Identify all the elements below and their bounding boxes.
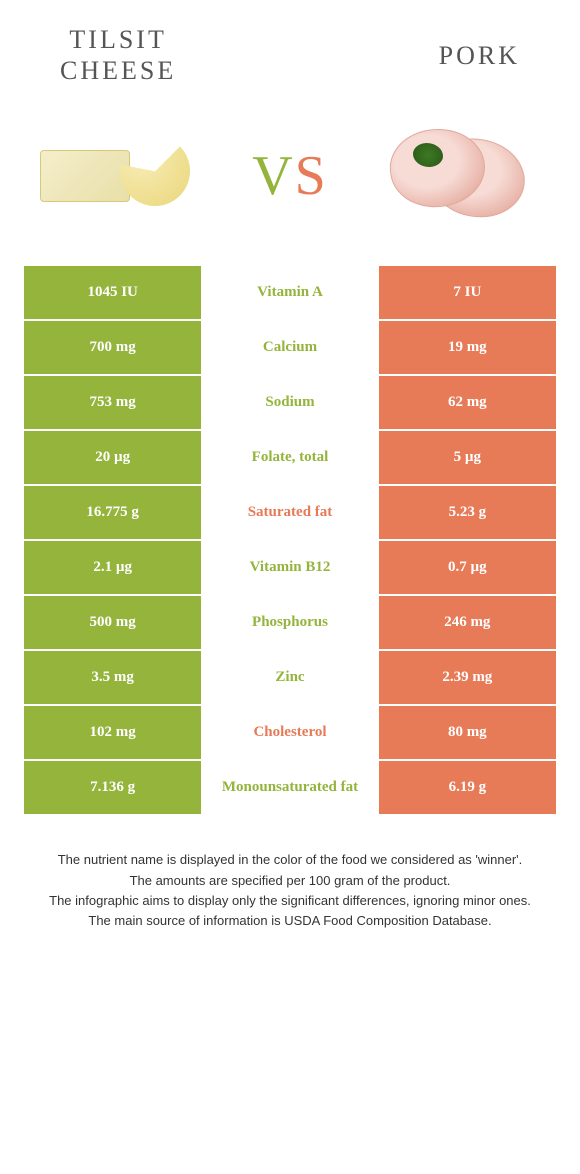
table-row: 16.775 gSaturated fat5.23 g	[24, 486, 556, 541]
nutrient-label: Vitamin B12	[201, 541, 378, 596]
nutrient-label: Zinc	[201, 651, 378, 706]
vs-label: VS	[252, 144, 328, 208]
left-value: 7.136 g	[24, 761, 201, 816]
left-value: 16.775 g	[24, 486, 201, 541]
left-value: 102 mg	[24, 706, 201, 761]
table-row: 102 mgCholesterol80 mg	[24, 706, 556, 761]
left-value: 2.1 µg	[24, 541, 201, 596]
right-value: 62 mg	[379, 376, 556, 431]
right-value: 80 mg	[379, 706, 556, 761]
right-value: 5.23 g	[379, 486, 556, 541]
vs-v: V	[252, 145, 294, 207]
table-row: 20 µgFolate, total5 µg	[24, 431, 556, 486]
nutrient-table: 1045 IUVitamin A7 IU700 mgCalcium19 mg75…	[24, 266, 556, 816]
nutrient-label: Saturated fat	[201, 486, 378, 541]
table-row: 7.136 gMonounsaturated fat6.19 g	[24, 761, 556, 816]
table-row: 700 mgCalcium19 mg	[24, 321, 556, 376]
table-row: 2.1 µgVitamin B120.7 µg	[24, 541, 556, 596]
right-value: 7 IU	[379, 266, 556, 321]
footer-notes: The nutrient name is displayed in the co…	[30, 850, 550, 931]
cheese-wedge-icon	[120, 136, 190, 206]
right-value: 0.7 µg	[379, 541, 556, 596]
cheese-icon	[40, 150, 130, 202]
images-row: VS	[0, 96, 580, 266]
left-value: 500 mg	[24, 596, 201, 651]
right-food-title: PORK	[439, 40, 520, 71]
left-value: 753 mg	[24, 376, 201, 431]
nutrient-label: Phosphorus	[201, 596, 378, 651]
footer-line: The amounts are specified per 100 gram o…	[30, 871, 550, 891]
right-value: 2.39 mg	[379, 651, 556, 706]
left-food-image	[30, 116, 200, 236]
left-value: 700 mg	[24, 321, 201, 376]
nutrient-label: Vitamin A	[201, 266, 378, 321]
left-value: 20 µg	[24, 431, 201, 486]
header: TILSIT CHEESE PORK	[0, 0, 580, 96]
right-value: 6.19 g	[379, 761, 556, 816]
right-food-image	[380, 116, 550, 236]
footer-line: The nutrient name is displayed in the co…	[30, 850, 550, 870]
left-value: 3.5 mg	[24, 651, 201, 706]
table-row: 500 mgPhosphorus246 mg	[24, 596, 556, 651]
left-food-title: TILSIT CHEESE	[60, 24, 176, 86]
right-value: 5 µg	[379, 431, 556, 486]
nutrient-label: Folate, total	[201, 431, 378, 486]
nutrient-label: Sodium	[201, 376, 378, 431]
footer-line: The infographic aims to display only the…	[30, 891, 550, 911]
footer-line: The main source of information is USDA F…	[30, 911, 550, 931]
right-value: 19 mg	[379, 321, 556, 376]
vs-s: S	[295, 145, 328, 207]
right-value: 246 mg	[379, 596, 556, 651]
nutrient-label: Calcium	[201, 321, 378, 376]
nutrient-label: Cholesterol	[201, 706, 378, 761]
table-row: 753 mgSodium62 mg	[24, 376, 556, 431]
table-row: 1045 IUVitamin A7 IU	[24, 266, 556, 321]
nutrient-label: Monounsaturated fat	[201, 761, 378, 816]
table-row: 3.5 mgZinc2.39 mg	[24, 651, 556, 706]
left-value: 1045 IU	[24, 266, 201, 321]
